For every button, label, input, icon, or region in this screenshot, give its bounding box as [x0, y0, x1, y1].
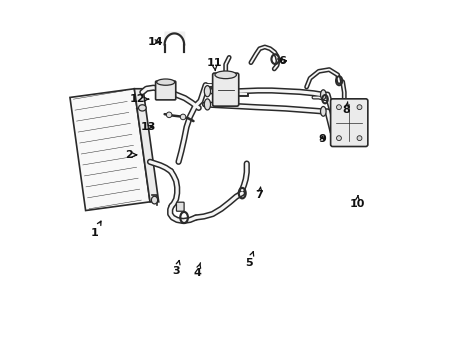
FancyBboxPatch shape — [155, 81, 176, 100]
Circle shape — [357, 136, 362, 141]
Text: 2: 2 — [125, 150, 137, 160]
Text: 5: 5 — [246, 252, 254, 268]
FancyBboxPatch shape — [330, 99, 368, 147]
FancyBboxPatch shape — [213, 73, 239, 106]
FancyBboxPatch shape — [176, 202, 184, 211]
Text: 9: 9 — [319, 134, 326, 144]
Text: 14: 14 — [147, 37, 163, 47]
Polygon shape — [134, 89, 159, 202]
Text: 1: 1 — [91, 221, 101, 238]
Circle shape — [337, 136, 341, 141]
Text: 12: 12 — [130, 94, 148, 104]
Text: 10: 10 — [349, 196, 365, 208]
Text: 7: 7 — [256, 187, 264, 200]
Text: 13: 13 — [141, 122, 156, 132]
Ellipse shape — [320, 90, 326, 100]
Text: 3: 3 — [172, 260, 180, 276]
Ellipse shape — [320, 106, 326, 116]
Ellipse shape — [156, 79, 175, 85]
Ellipse shape — [204, 86, 210, 97]
Polygon shape — [70, 89, 150, 211]
Text: 6: 6 — [278, 56, 286, 66]
Circle shape — [180, 114, 186, 120]
Circle shape — [357, 105, 362, 110]
Ellipse shape — [151, 196, 158, 204]
Text: 11: 11 — [207, 58, 222, 71]
Ellipse shape — [138, 105, 146, 111]
Ellipse shape — [215, 71, 237, 79]
Circle shape — [166, 112, 172, 118]
Circle shape — [337, 105, 341, 110]
Ellipse shape — [204, 99, 210, 110]
Text: 8: 8 — [343, 102, 350, 114]
Text: 4: 4 — [193, 263, 201, 278]
